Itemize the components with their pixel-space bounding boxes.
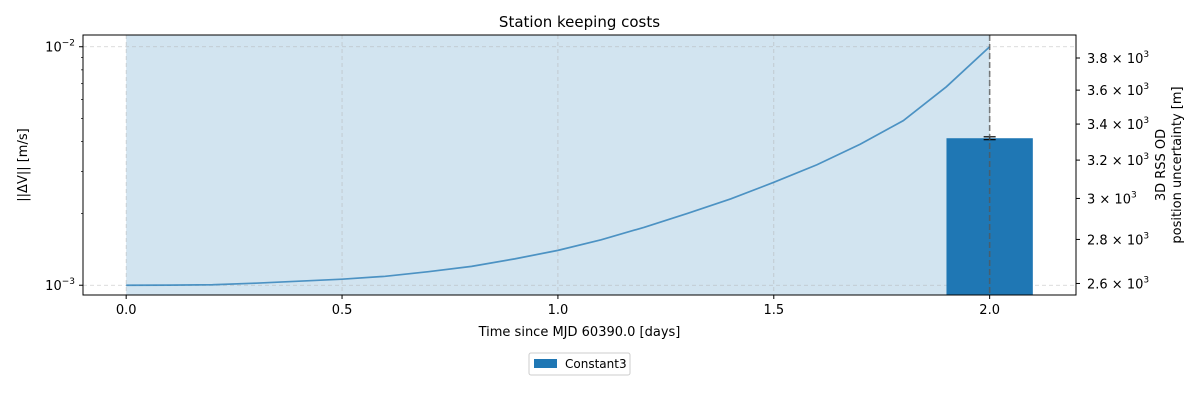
y2-tick-label: 3.4 × 103 <box>1087 116 1149 133</box>
delta-v-series-line <box>126 46 991 287</box>
x-tick-label: 0.5 <box>332 303 353 318</box>
legend-frame <box>528 352 631 376</box>
legend-swatch-constant3 <box>534 359 557 368</box>
y2-axis-label-line2: position uncertainty [m] <box>1170 86 1185 243</box>
plot-frame <box>82 34 1077 296</box>
x-tick-label: 1.0 <box>548 303 569 318</box>
y2-axis-label-line1: 3D RSS OD <box>1154 129 1169 201</box>
legend: Constant3 <box>528 352 631 376</box>
y2-tick-label: 3 × 103 <box>1087 190 1137 207</box>
x-axis-label: Time since MJD 60390.0 [days] <box>478 325 681 340</box>
y2-tick-label: 3.2 × 103 <box>1087 152 1149 169</box>
y-tick-label: 10−2 <box>45 39 75 56</box>
x-tick-label: 0.0 <box>116 303 137 318</box>
legend-label-constant3: Constant3 <box>565 357 627 371</box>
chart-title: Station keeping costs <box>499 13 660 31</box>
y-axis-label: ||ΔV|| [m/s] <box>16 128 31 201</box>
y2-tick-label: 2.6 × 103 <box>1087 275 1149 292</box>
y2-tick-label: 3.6 × 103 <box>1087 82 1149 99</box>
x-tick-label: 1.5 <box>763 303 784 318</box>
y-tick-label: 10−3 <box>45 277 75 294</box>
x-tick-label: 2.0 <box>979 303 1000 318</box>
y2-tick-label: 2.8 × 103 <box>1087 231 1149 248</box>
y2-tick-label: 3.8 × 103 <box>1087 50 1149 67</box>
